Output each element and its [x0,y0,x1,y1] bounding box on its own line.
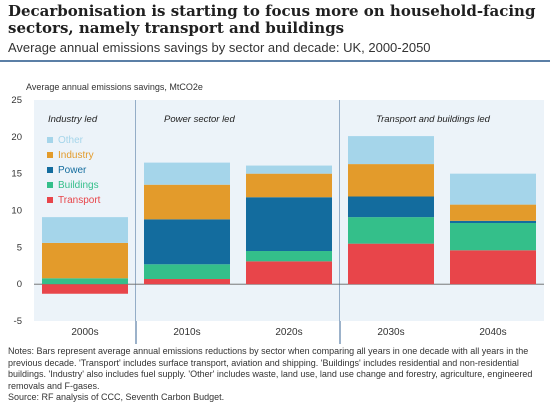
notes-text: Notes: Bars represent average annual emi… [8,346,533,391]
bar-segment-buildings [246,251,332,262]
chart-canvas: Industry led Power sector led Transport an… [11,95,544,344]
bar-segment-industry [42,242,128,279]
bar-segment-industry [246,173,332,198]
y-tick-label: 25 [11,95,22,106]
bar-segment-industry [144,184,230,220]
bar-segment-industry [450,204,536,221]
y-tick-label: 20 [11,132,22,143]
bar-segment-other [348,136,434,165]
x-tick-label: 2030s [377,327,404,338]
source-text: Source: RF analysis of CCC, Seventh Carb… [8,392,225,402]
bar-segment-transport [246,261,332,285]
chart-subtitle: Average annual emissions savings by sect… [8,40,431,55]
bar-segment-other [144,162,230,185]
legend-label: Other [58,135,84,146]
bar-segment-power [450,220,536,224]
section-label: Industry led [48,114,98,125]
legend-swatch [47,152,53,158]
y-tick-label: 5 [17,242,22,253]
bar-segment-buildings [144,264,230,280]
title-rule [0,60,550,62]
chart-title: Decarbonisation is starting to focus mor… [8,2,536,37]
bar-segment-buildings [450,223,536,251]
bar-segment-transport [450,250,536,285]
legend-label: Industry [58,150,94,161]
bars [42,136,536,294]
section-label: Power sector led [164,114,235,125]
x-tick-label: 2040s [479,327,506,338]
legend-swatch [47,197,53,203]
bar-segment-buildings [348,217,434,244]
bar-segment-industry [348,164,434,197]
bar-segment-other [42,217,128,243]
x-axis: 2000s 2010s 2020s 2030s 2040s [71,327,506,338]
legend-swatch [47,167,53,173]
legend-swatch [47,182,53,188]
y-tick-label: 10 [11,206,22,217]
x-tick-label: 2010s [173,327,200,338]
bar-segment-power [246,197,332,252]
chart-notes: Notes: Bars represent average annual emi… [8,346,544,404]
bar-segment-transport [348,243,434,285]
bar-segment-buildings [42,278,128,285]
section-label: Transport and buildings led [376,114,491,125]
bar-segment-other [246,165,332,174]
bar-segment-power [348,196,434,218]
legend-label: Transport [58,195,101,206]
legend-swatch [47,137,53,143]
y-tick-label: 0 [17,279,22,290]
bar-segment-power [144,219,230,265]
y-tick-label: 15 [11,169,22,180]
legend-label: Buildings [58,180,99,191]
bar-segment-transport [144,279,230,285]
y-axis-label: Average annual emissions savings, MtCO2e [26,82,203,92]
bar-segment-transport [42,284,128,294]
y-tick-label: -5 [14,316,22,327]
x-tick-label: 2020s [275,327,302,338]
x-tick-label: 2000s [71,327,98,338]
legend-label: Power [58,165,87,176]
bar-segment-other [450,173,536,205]
legend: Other Industry Power Buildings Transport [47,135,101,206]
